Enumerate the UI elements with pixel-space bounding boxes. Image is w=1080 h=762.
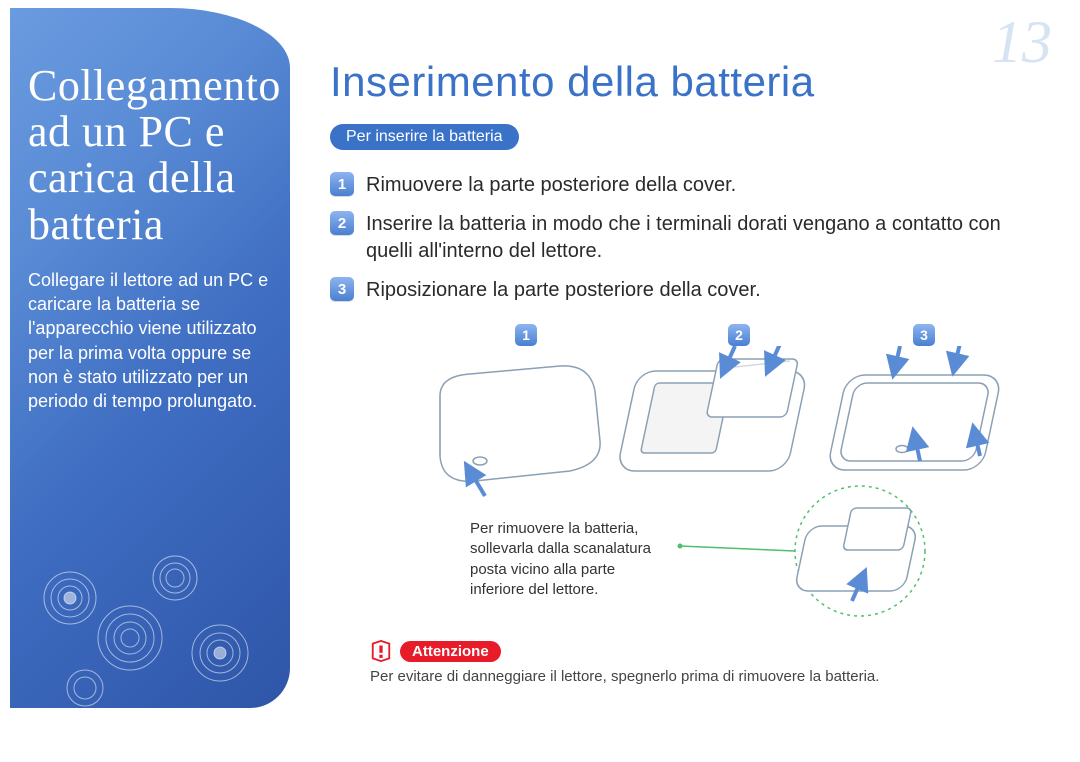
attention-header: Attenzione: [370, 640, 1050, 662]
attention-text: Per evitare di danneggiare il lettore, s…: [370, 668, 1050, 685]
step-text: Inserire la batteria in modo che i termi…: [366, 211, 1050, 265]
step-item: 2 Inserire la batteria in modo che i ter…: [330, 211, 1050, 265]
diagram-row: 1 2 3: [330, 324, 1050, 624]
sidebar-panel: Collegamento ad un PC e carica della bat…: [10, 8, 290, 708]
sidebar-description: Collegare il lettore ad un PC e caricare…: [28, 268, 272, 414]
step-number-badge: 2: [330, 211, 354, 235]
warning-icon: [370, 640, 392, 662]
page: 1 3 Collegamento ad un PC e carica della …: [0, 0, 1080, 762]
step-item: 1 Rimuovere la parte posteriore della co…: [330, 172, 1050, 199]
step-number-badge: 3: [330, 277, 354, 301]
decorative-circles: [25, 543, 275, 713]
step-text: Riposizionare la parte posteriore della …: [366, 277, 761, 304]
attention-pill: Attenzione: [400, 641, 501, 662]
diagram-label: 2: [728, 324, 750, 346]
step-number-badge: 1: [330, 172, 354, 196]
attention-block: Attenzione Per evitare di danneggiare il…: [370, 640, 1050, 685]
removal-note: Per rimuovere la batteria, sollevarla da…: [470, 519, 670, 600]
sidebar-title: Collegamento ad un PC e carica della bat…: [28, 63, 272, 248]
diagram-label: 1: [515, 324, 537, 346]
step-list: 1 Rimuovere la parte posteriore della co…: [330, 172, 1050, 304]
step-text: Rimuovere la parte posteriore della cove…: [366, 172, 736, 199]
diagram-label: 3: [913, 324, 935, 346]
subsection-pill: Per inserire la batteria: [330, 124, 519, 150]
main-content: Inserimento della batteria Per inserire …: [330, 58, 1050, 624]
step-item: 3 Riposizionare la parte posteriore dell…: [330, 277, 1050, 304]
section-title: Inserimento della batteria: [330, 58, 1050, 106]
